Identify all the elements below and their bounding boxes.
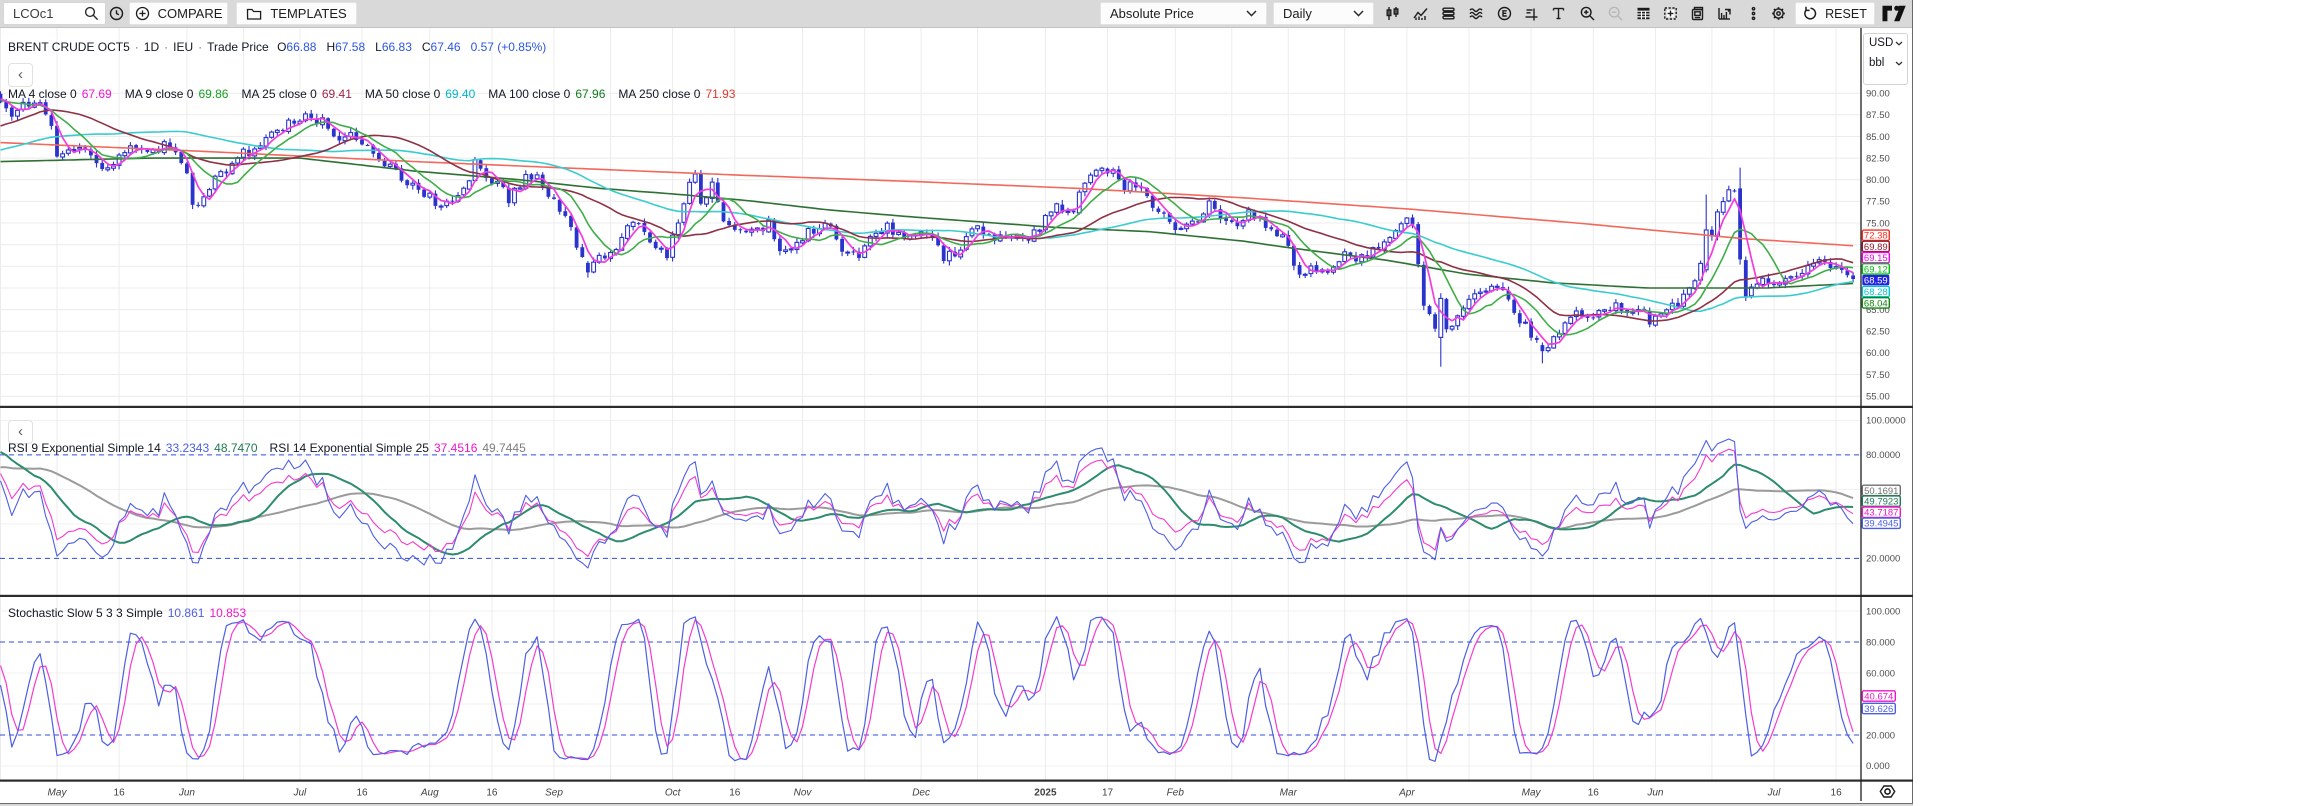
svg-text:43.7187: 43.7187 — [1864, 508, 1898, 519]
svg-text:69.89: 69.89 — [1864, 242, 1888, 253]
svg-text:16: 16 — [356, 788, 368, 799]
svg-text:16: 16 — [1588, 788, 1600, 799]
svg-text:Aug: Aug — [420, 788, 439, 799]
svg-text:Jul: Jul — [1767, 788, 1782, 799]
svg-text:Nov: Nov — [794, 788, 813, 799]
svg-text:60.000: 60.000 — [1866, 668, 1895, 679]
svg-text:39.626: 39.626 — [1864, 704, 1893, 715]
svg-text:68.59: 68.59 — [1864, 276, 1888, 287]
svg-text:16: 16 — [486, 788, 498, 799]
svg-text:77.50: 77.50 — [1866, 197, 1890, 208]
svg-text:Mar: Mar — [1280, 788, 1298, 799]
svg-text:2025: 2025 — [1034, 788, 1057, 799]
svg-text:69.12: 69.12 — [1864, 264, 1888, 275]
svg-text:57.50: 57.50 — [1866, 370, 1890, 381]
svg-text:87.50: 87.50 — [1866, 110, 1890, 121]
svg-text:Jun: Jun — [1646, 788, 1664, 799]
svg-text:75.00: 75.00 — [1866, 218, 1890, 229]
svg-text:16: 16 — [114, 788, 126, 799]
svg-text:Apr: Apr — [1398, 788, 1415, 799]
svg-text:16: 16 — [1831, 788, 1843, 799]
svg-text:62.50: 62.50 — [1866, 327, 1890, 338]
svg-text:May: May — [1522, 788, 1542, 799]
svg-text:82.50: 82.50 — [1866, 153, 1890, 164]
svg-text:90.00: 90.00 — [1866, 89, 1890, 100]
svg-text:17: 17 — [1102, 788, 1114, 799]
svg-text:68.04: 68.04 — [1864, 298, 1888, 309]
svg-text:39.4945: 39.4945 — [1864, 519, 1898, 530]
svg-text:65.00: 65.00 — [1866, 305, 1890, 316]
svg-text:80.00: 80.00 — [1866, 175, 1890, 186]
svg-text:72.38: 72.38 — [1864, 231, 1888, 242]
svg-text:16: 16 — [729, 788, 741, 799]
svg-text:49.7923: 49.7923 — [1864, 497, 1898, 508]
svg-text:May: May — [48, 788, 68, 799]
svg-text:Oct: Oct — [665, 788, 682, 799]
svg-text:85.00: 85.00 — [1866, 132, 1890, 143]
svg-text:69.15: 69.15 — [1864, 253, 1888, 264]
svg-text:100.000: 100.000 — [1866, 606, 1900, 617]
svg-text:Sep: Sep — [545, 788, 563, 799]
svg-text:Jun: Jun — [178, 788, 196, 799]
svg-text:55.00: 55.00 — [1866, 392, 1890, 403]
svg-text:Feb: Feb — [1167, 788, 1185, 799]
svg-text:50.1691: 50.1691 — [1864, 486, 1898, 497]
svg-text:100.0000: 100.0000 — [1866, 416, 1906, 427]
svg-text:60.00: 60.00 — [1866, 348, 1890, 359]
svg-text:80.000: 80.000 — [1866, 637, 1895, 648]
svg-text:68.28: 68.28 — [1864, 287, 1888, 298]
svg-text:80.0000: 80.0000 — [1866, 450, 1900, 461]
svg-text:20.0000: 20.0000 — [1866, 554, 1900, 565]
svg-text:20.000: 20.000 — [1866, 730, 1895, 741]
svg-text:Jul: Jul — [293, 788, 308, 799]
svg-text:Dec: Dec — [912, 788, 930, 799]
svg-text:0.000: 0.000 — [1866, 761, 1890, 772]
svg-text:40.674: 40.674 — [1864, 691, 1893, 702]
